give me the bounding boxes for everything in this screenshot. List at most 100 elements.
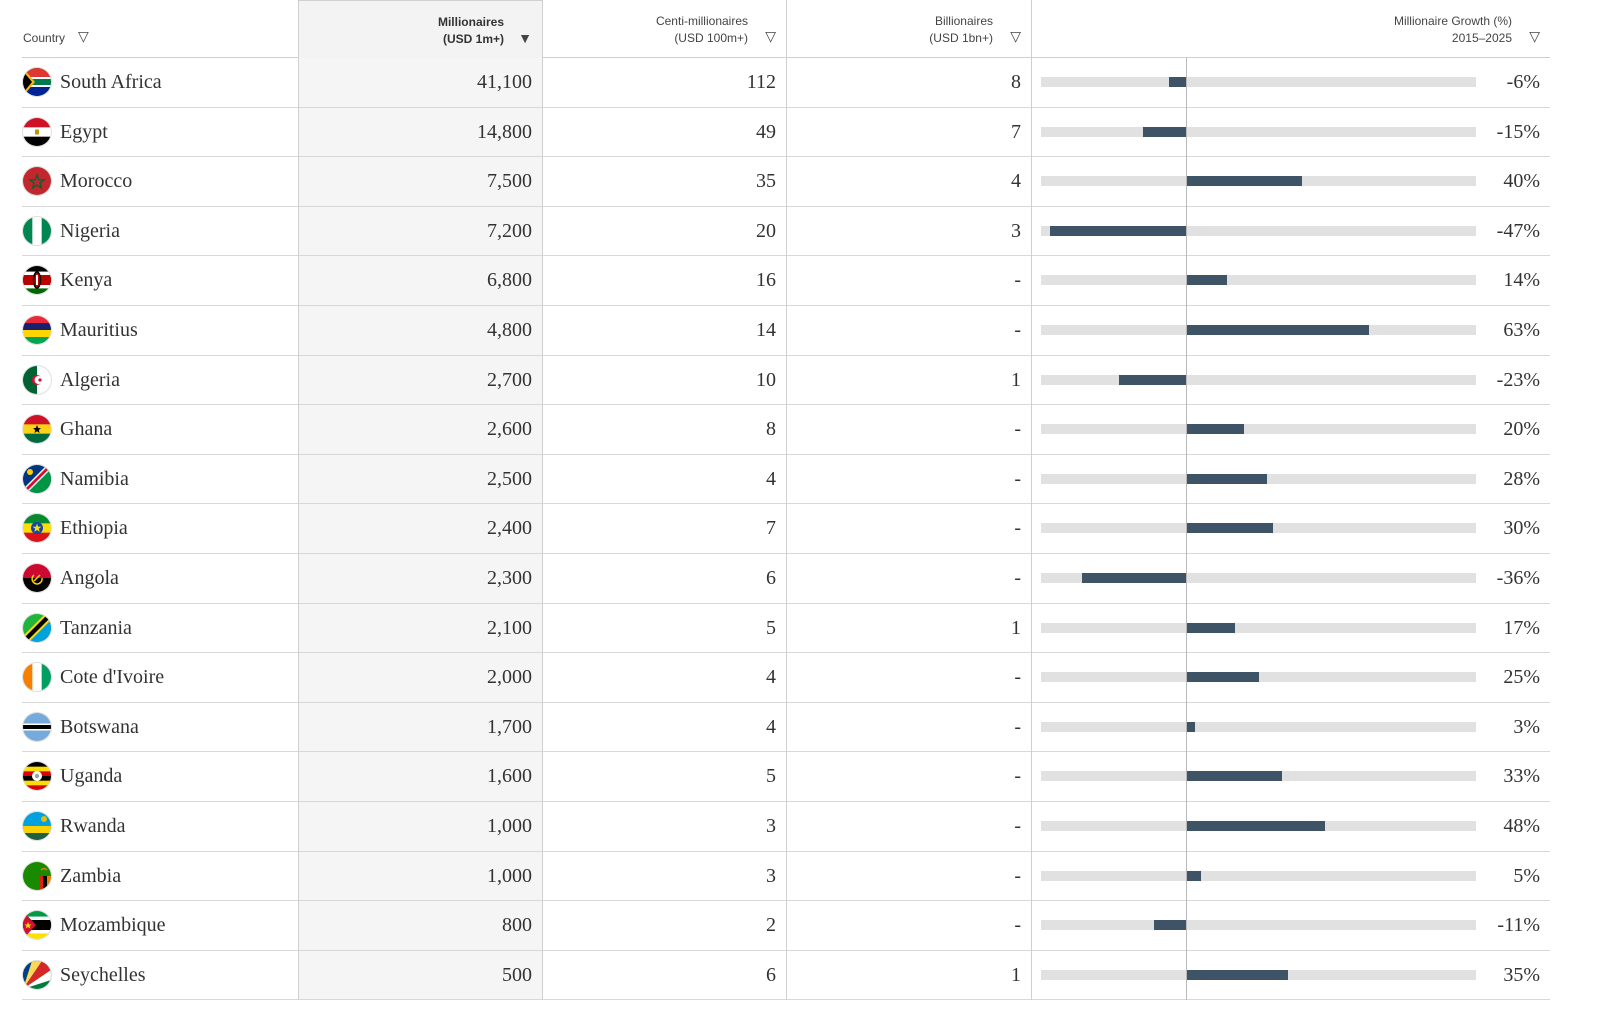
country-name[interactable]: Tanzania: [60, 616, 132, 639]
centi-millionaires-value: 5: [766, 765, 776, 788]
centi-millionaires-value: 3: [766, 864, 776, 887]
millionaires-value: 41,100: [298, 58, 542, 107]
header-millionaires-label: Millionaires: [437, 15, 504, 29]
growth-bar: [1186, 176, 1302, 187]
header-country[interactable]: Country ▽: [22, 0, 298, 58]
header-country-label: Country: [23, 31, 66, 45]
country-name[interactable]: Botswana: [60, 715, 139, 738]
growth-bar: [1186, 870, 1201, 881]
table-row[interactable]: Morocco 7,500 35 4 40%: [22, 157, 1550, 207]
country-name[interactable]: Namibia: [60, 467, 129, 490]
country-name[interactable]: Zambia: [60, 864, 122, 887]
header-growth[interactable]: Millionaire Growth (%) 2015–2025 ▽: [1031, 0, 1550, 58]
growth-cell: -15%: [1031, 108, 1550, 157]
centi-millionaires-value: 2: [766, 914, 776, 937]
millionaires-value: 2,600: [298, 405, 542, 454]
growth-bar: [1186, 721, 1195, 732]
country-name[interactable]: Rwanda: [60, 814, 126, 837]
millionaires-value: 1,000: [298, 851, 542, 901]
centi-millionaires-value: 3: [766, 814, 776, 837]
header-centi-sublabel: (USD 100m+): [674, 31, 748, 45]
header-centi-millionaires[interactable]: Centi-millionaires (USD 100m+) ▽: [542, 0, 786, 58]
billionaires-value: 7: [1011, 120, 1021, 143]
growth-bar-track: [1041, 721, 1476, 732]
table-row[interactable]: Nigeria 7,200 20 3 -47%: [22, 206, 1550, 257]
growth-value: 14%: [1503, 269, 1540, 292]
growth-bar-track: [1041, 523, 1476, 534]
growth-cell: 33%: [1031, 752, 1550, 801]
country-name[interactable]: Egypt: [60, 120, 108, 143]
country-cell: Mozambique: [22, 901, 298, 950]
growth-cell: 48%: [1031, 802, 1550, 851]
angola-flag-icon: [23, 563, 51, 592]
sort-billionaires-icon[interactable]: ▽: [1010, 28, 1021, 44]
sort-country-icon[interactable]: ▽: [78, 28, 89, 44]
growth-value: -47%: [1496, 219, 1540, 242]
column-divider: [786, 0, 787, 1000]
country-name[interactable]: Algeria: [60, 368, 120, 391]
sort-growth-icon[interactable]: ▽: [1529, 28, 1540, 44]
country-cell: South Africa: [22, 58, 298, 107]
billionaires-value: -: [1014, 814, 1021, 837]
growth-cell: 28%: [1031, 455, 1550, 504]
growth-bar-track: [1041, 771, 1476, 782]
country-name[interactable]: Ghana: [60, 418, 113, 441]
growth-cell: 30%: [1031, 504, 1550, 553]
billionaires-value: -: [1014, 517, 1021, 540]
growth-cell: -47%: [1031, 207, 1550, 256]
table-row[interactable]: Seychelles 500 6 1 35%: [22, 950, 1550, 1001]
growth-bar-track: [1041, 77, 1476, 87]
millionaires-value: 2,100: [298, 603, 542, 653]
header-billionaires-sublabel: (USD 1bn+): [929, 31, 993, 45]
ethiopia-flag-icon: [23, 514, 51, 543]
growth-cell: -36%: [1031, 554, 1550, 603]
millionaires-value: 6,800: [298, 256, 542, 305]
growth-bar-track: [1041, 176, 1476, 187]
billionaires-value: 8: [1011, 71, 1021, 93]
country-name[interactable]: Nigeria: [60, 219, 120, 242]
growth-bar: [1154, 920, 1186, 931]
country-name[interactable]: Uganda: [60, 765, 123, 788]
growth-bar: [1186, 771, 1282, 782]
sort-centi-icon[interactable]: ▽: [765, 28, 776, 44]
country-name[interactable]: Ethiopia: [60, 517, 128, 540]
header-billionaires[interactable]: Billionaires (USD 1bn+) ▽: [786, 0, 1031, 58]
centi-millionaires-value: 112: [746, 71, 776, 93]
growth-bar: [1186, 820, 1326, 831]
country-name[interactable]: Cote d'Ivoire: [60, 666, 165, 689]
tanzania-flag-icon: [23, 613, 51, 642]
sort-desc-icon[interactable]: ▼: [518, 30, 532, 46]
country-name[interactable]: Angola: [60, 566, 119, 589]
centi-millionaires-value: 8: [766, 418, 776, 441]
growth-value: -36%: [1496, 566, 1540, 589]
centi-millionaires-value: 16: [756, 269, 776, 292]
country-name[interactable]: Mozambique: [60, 914, 166, 937]
growth-cell: 3%: [1031, 703, 1550, 752]
growth-cell: -11%: [1031, 901, 1550, 950]
country-name[interactable]: Seychelles: [60, 963, 146, 986]
centi-millionaires-value: 35: [756, 170, 776, 193]
header-millionaires-sublabel: (USD 1m+): [442, 32, 504, 46]
growth-bar: [1081, 572, 1186, 583]
nigeria-flag-icon: [23, 216, 51, 245]
growth-bar-track: [1041, 374, 1476, 385]
growth-bar-track: [1041, 324, 1476, 335]
millionaires-value: 800: [298, 901, 542, 950]
table-row[interactable]: Namibia 2,500 4 - 28%: [22, 454, 1550, 505]
country-cell: Seychelles: [22, 951, 298, 1000]
table-row[interactable]: Botswana 1,700 4 - 3%: [22, 702, 1550, 753]
growth-bar-track: [1041, 275, 1476, 286]
table-row[interactable]: Algeria 2,700 10 1 -23%: [22, 355, 1550, 406]
millionaires-value: 1,000: [298, 801, 542, 851]
country-name[interactable]: South Africa: [60, 71, 162, 93]
country-name[interactable]: Kenya: [60, 269, 113, 292]
growth-cell: 35%: [1031, 951, 1550, 1000]
growth-value: 63%: [1503, 318, 1540, 341]
billionaires-value: -: [1014, 418, 1021, 441]
country-name[interactable]: Mauritius: [60, 318, 138, 341]
country-name[interactable]: Morocco: [60, 170, 133, 193]
growth-bar: [1186, 473, 1268, 484]
header-millionaires[interactable]: Millionaires (USD 1m+) ▼: [298, 0, 542, 58]
country-cell: Tanzania: [22, 604, 298, 653]
growth-bar-track: [1041, 126, 1476, 137]
